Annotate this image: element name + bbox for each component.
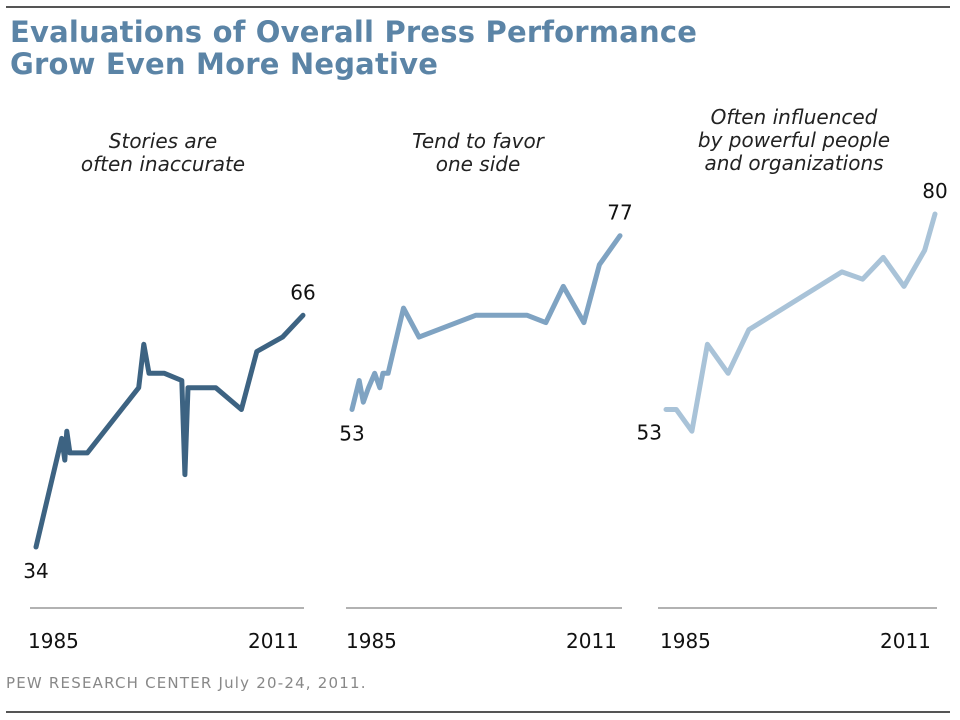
panel-3-title-line-3: and organizations: [704, 151, 883, 175]
panel-3-title-line-1: Often influenced: [711, 105, 878, 129]
panel-3-title-line-2: by powerful people: [698, 128, 890, 152]
panel-3-x-tick-end: 2011: [880, 629, 931, 653]
panel-2-data-label-1: 53: [339, 421, 364, 445]
panel-2-title-line-1: Tend to favor: [412, 129, 546, 153]
chart-title: Evaluations of Overall Press Performance…: [10, 16, 697, 80]
source-footer: PEW RESEARCH CENTER July 20-24, 2011.: [6, 674, 367, 692]
chart-title-line1: Evaluations of Overall Press Performance: [10, 15, 698, 49]
panel-2-x-tick-end: 2011: [566, 629, 617, 653]
panel-1-series-line: [33, 312, 306, 550]
panel-2-x-tick-start: 1985: [346, 629, 397, 653]
panel-3-data-label-2: 80: [922, 179, 947, 203]
panel-1-title-line-2: often inaccurate: [81, 152, 245, 176]
panel-3-series-line: [663, 211, 938, 434]
panel-2-series-line: [349, 233, 623, 412]
chart-title-line2: Grow Even More Negative: [10, 47, 439, 81]
panel-2-data-label-2: 77: [607, 201, 632, 225]
panel-1-data-label-1: 34: [23, 559, 48, 583]
panel-2-title-line-2: one side: [436, 152, 521, 176]
panel-3-data-label-1: 53: [637, 420, 662, 444]
panel-1-x-tick-end: 2011: [248, 629, 299, 653]
bottom-rule: [6, 711, 950, 713]
panel-1-title-line-1: Stories are: [109, 129, 217, 153]
panel-3-x-tick-start: 1985: [660, 629, 711, 653]
top-rule: [6, 6, 950, 8]
panel-1-x-tick-start: 1985: [28, 629, 79, 653]
panel-1-data-label-2: 66: [290, 280, 315, 304]
